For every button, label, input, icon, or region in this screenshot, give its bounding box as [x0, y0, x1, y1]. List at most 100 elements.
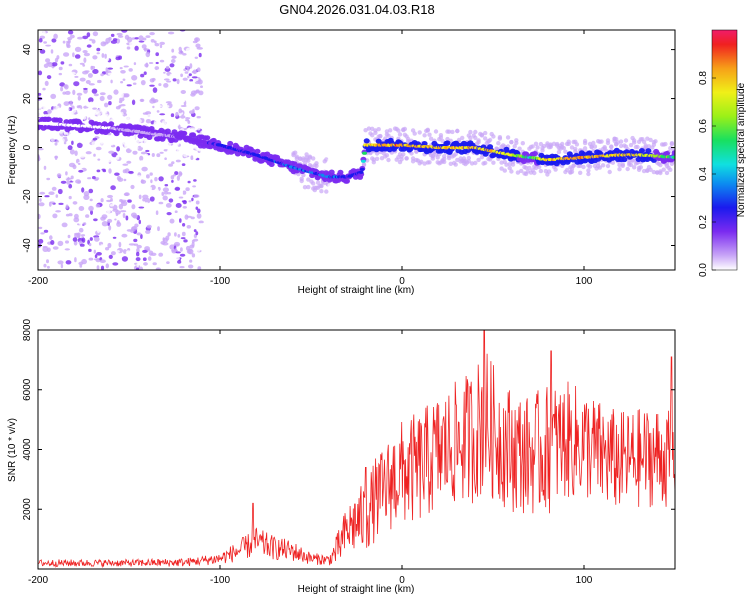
spectrogram-cell — [75, 114, 80, 119]
spectrogram-cell — [290, 128, 293, 131]
spectrogram-cell — [283, 178, 288, 183]
spectrogram-cell — [175, 121, 180, 127]
spectrogram-cell — [51, 62, 58, 67]
spectrogram-cell — [39, 49, 46, 54]
spectrogram-cell — [300, 109, 303, 112]
spectrogram-cell — [188, 143, 193, 148]
spectrogram-cell — [101, 53, 105, 58]
spectrogram-cell — [175, 111, 179, 117]
spectrogram-cell — [101, 140, 106, 145]
spectrogram-cell — [185, 187, 190, 192]
spectrogram-cell — [512, 144, 517, 149]
spectrogram-cell — [315, 180, 321, 185]
spectrogram-cell — [63, 141, 67, 145]
spectrogram-cell — [563, 149, 568, 154]
spectrogram-cell — [263, 87, 266, 90]
spectrogram-cell — [54, 142, 58, 146]
spectrogram-cell — [169, 63, 175, 68]
spectrogram-cell — [74, 213, 79, 220]
spectrogram-cell — [661, 157, 668, 163]
spectrogram-cell — [128, 68, 133, 72]
spectrogram-cell — [56, 173, 62, 178]
spectrogram-cell — [311, 181, 316, 186]
spectrogram-cell — [632, 165, 637, 170]
spectrogram-cell — [175, 203, 182, 208]
spectrogram-cell — [232, 248, 235, 251]
spectrogram-cell — [183, 239, 188, 243]
colorbar-tick-label: 0.8 — [698, 71, 709, 85]
spectrogram-cell — [42, 87, 46, 91]
spectrogram-cell — [404, 156, 409, 161]
spectrogram-cell — [442, 154, 447, 159]
spectrogram-cell — [65, 213, 70, 217]
spectrogram-cell — [264, 83, 267, 86]
spectrogram-cell — [72, 201, 78, 205]
spectrogram-cell — [134, 50, 138, 54]
spectrogram-cell — [174, 90, 178, 95]
spectrogram-cell — [91, 65, 96, 70]
spectrogram-cell — [167, 31, 175, 35]
spectrogram-cell — [165, 101, 172, 104]
spectrogram-cell — [136, 263, 139, 268]
spectrogram-cell — [145, 35, 151, 38]
spectrogram-cell — [142, 249, 148, 253]
spectrogram-cell — [180, 185, 186, 189]
snr-panel: -200 -100 0 100 2000 4000 6000 8000 Height of … — [7, 318, 676, 595]
spectrogram-cell — [476, 157, 481, 163]
spectrogram-cell — [179, 218, 182, 223]
spectrogram-cell — [149, 78, 155, 83]
spectrogram-cell — [450, 129, 455, 135]
spectrogram-cell — [81, 112, 87, 118]
spectrogram-cell — [58, 72, 62, 76]
spectrogram-cell — [50, 89, 56, 93]
spectrogram-cell — [178, 108, 183, 114]
spectrogram-cell — [178, 50, 184, 55]
spectrogram-cell — [288, 253, 291, 256]
spectrogram-cell — [487, 137, 493, 143]
spectrogram-cell — [302, 185, 308, 190]
spectrogram-cell — [197, 266, 202, 270]
spectrogram-cell — [358, 178, 363, 184]
spectrogram-cell — [180, 247, 183, 252]
spectrogram-cell — [125, 250, 131, 255]
spectrogram-cell — [297, 53, 301, 56]
spectrogram-cell — [46, 165, 53, 168]
spectrogram-cells — [38, 30, 675, 270]
spectrogram-y-tick-label: -20 — [22, 189, 33, 204]
spectrogram-cell — [132, 134, 137, 139]
spectrogram-cell — [592, 144, 598, 149]
spectrogram-cell — [38, 264, 41, 268]
spectrogram-cell — [65, 171, 68, 176]
spectrogram-cell — [156, 153, 161, 158]
spectrogram-cell — [219, 96, 223, 99]
spectrogram-cell — [107, 235, 112, 241]
spectrogram-cell — [46, 265, 50, 269]
spectrogram-cell — [586, 171, 591, 177]
spectrogram-x-label: Height of straight line (km) — [298, 285, 415, 296]
spectrogram-cell — [136, 251, 140, 257]
spectrogram-cell — [146, 224, 152, 229]
spectrogram-cell — [118, 203, 124, 210]
spectrogram-cell — [327, 107, 330, 110]
spectrogram-cell — [133, 69, 140, 74]
spectrogram-cell — [144, 246, 151, 251]
spectrogram-cell — [112, 139, 118, 144]
spectrogram-cell — [88, 257, 94, 261]
spectrogram-cell — [396, 128, 401, 133]
spectrogram-cell — [199, 223, 204, 228]
spectrogram-cell — [255, 42, 258, 45]
snr-series-line — [38, 330, 675, 569]
spectrogram-cell — [247, 250, 250, 253]
spectrogram-cell — [69, 71, 76, 75]
spectrogram-cell — [47, 61, 53, 68]
spectrogram-cell — [72, 42, 76, 49]
spectrogram-cell — [243, 140, 249, 145]
spectrogram-cell — [510, 162, 516, 167]
spectrogram-cell — [112, 262, 119, 266]
spectrogram-cell — [65, 240, 69, 244]
spectrogram-cell — [232, 135, 237, 141]
spectrogram-cell — [109, 176, 113, 180]
spectrogram-cell — [184, 149, 190, 155]
snr-y-tick-label: 6000 — [22, 378, 33, 401]
spectrogram-cell — [114, 172, 120, 176]
